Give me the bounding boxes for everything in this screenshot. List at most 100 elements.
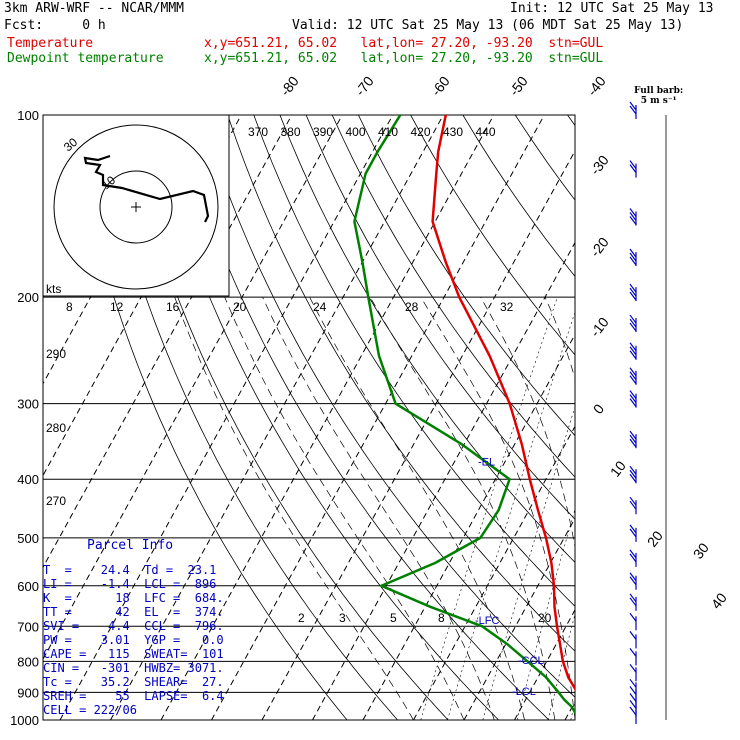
wind-barb [629, 496, 637, 506]
wind-barb [629, 248, 637, 258]
isotherm-label: -20 [587, 234, 612, 260]
moist-adiabat-line [480, 296, 575, 550]
dry-adiabat-line [279, 115, 575, 563]
isotherm-label: -70 [352, 73, 377, 99]
level-marker-lfc: -LFC [475, 615, 500, 627]
wind-barb [629, 371, 637, 381]
wind-barb [629, 390, 637, 400]
wind-barb [629, 212, 637, 221]
pressure-tick-label: 200 [17, 290, 39, 305]
dry-adiabat-line [331, 115, 575, 478]
wind-barb [629, 101, 637, 111]
wind-barb [629, 576, 637, 586]
wind-barb [629, 283, 637, 293]
isotherm-label: -60 [428, 73, 453, 99]
wind-barb [629, 699, 637, 709]
isotherm-line [43, 115, 242, 477]
wind-barb [629, 500, 637, 510]
mixing-ratio-label: 16 [166, 300, 180, 314]
wind-barb [629, 686, 637, 695]
theta-label: 290 [46, 347, 66, 361]
wind-barb [629, 252, 637, 262]
mixing-ratio-label: 2 [298, 611, 305, 625]
model-title: 3km ARW-WRF -- NCAR/MMM [4, 1, 185, 16]
mixing-ratio-line [628, 297, 730, 720]
pressure-tick-label: 400 [17, 472, 39, 487]
wind-barb [629, 597, 637, 607]
wind-barb [629, 164, 637, 173]
moist-adiabat-line [224, 296, 465, 720]
hodograph-ring [53, 124, 219, 290]
pressure-tick-label: 700 [17, 619, 39, 634]
mixing-ratio-line [604, 297, 710, 720]
dry-adiabat-line [567, 115, 575, 127]
dry-adiabat-line [253, 115, 575, 607]
isotherm-line [261, 149, 575, 720]
wind-barb [629, 663, 637, 673]
parcel-row: K = 18 LFC = 684. [43, 591, 224, 605]
temperature-station-info: x,y=651.21, 65.02 lat,lon= 27.20, -93.20… [204, 36, 604, 51]
isotherm-line [616, 115, 740, 720]
isotherm-line [43, 115, 192, 385]
parcel-row: PW = 3.01 YGP = 0.0 [43, 633, 224, 647]
pressure-tick-label: 900 [17, 685, 39, 700]
theta-e-label: 380 [281, 125, 301, 139]
level-marker-lcl: -LCL [512, 686, 536, 698]
isotherm-line [717, 115, 740, 720]
mixing-ratio-label: 24 [313, 300, 327, 314]
wind-barb [629, 346, 637, 356]
forecast-hour: Fcst: 0 h [4, 18, 106, 33]
mixing-ratio-label: 32 [500, 300, 514, 314]
dewpoint-profile [353, 115, 575, 715]
wind-barb [629, 314, 637, 324]
dry-adiabat-line [96, 115, 398, 720]
dry-adiabat-line [358, 115, 575, 437]
wind-barb [629, 473, 637, 483]
wind-barb [629, 322, 637, 332]
theta-e-label: 370 [248, 125, 268, 139]
wind-barb [629, 208, 637, 217]
moist-adiabat-line [605, 297, 635, 720]
parcel-row: LI = -1.4 LCL = 896 [43, 577, 217, 591]
level-marker-el: -EL [478, 457, 495, 469]
barb-legend: Full barb: 5 m s⁻¹ [634, 86, 683, 106]
mixing-ratio-label: 20 [233, 300, 247, 314]
dry-adiabat-line [122, 115, 449, 720]
isotherm-label: 30 [690, 540, 712, 562]
temperature-profile [431, 115, 575, 692]
mixing-ratio-line [482, 405, 575, 720]
theta-e-label: 430 [443, 125, 463, 139]
isotherm-label: 20 [644, 528, 666, 550]
parcel-info-title: Parcel Info [87, 538, 174, 553]
wind-barb [629, 430, 637, 440]
wind-barb [629, 572, 637, 582]
wind-barb [629, 528, 637, 538]
dry-adiabat-line [227, 115, 575, 652]
wind-barb [629, 398, 637, 408]
mixing-ratio-label: 8 [66, 300, 73, 314]
hodograph-units: kts [46, 282, 61, 296]
wind-barb [629, 469, 637, 479]
pressure-tick-label: 100 [17, 108, 39, 123]
wind-barb [629, 216, 637, 225]
isotherm-line [110, 115, 444, 720]
parcel-row: T = 24.4 Td = 23.1 [43, 563, 217, 577]
dry-adiabat-line [148, 115, 499, 720]
wind-barb [629, 438, 637, 448]
wind-barb [629, 291, 637, 301]
wind-barb [629, 693, 637, 702]
wind-barb [629, 631, 637, 640]
mixing-ratio-label: 3 [339, 611, 346, 625]
dewpoint-station-info: x,y=651.21, 65.02 lat,lon= 27.20, -93.20… [204, 51, 604, 66]
isotherm-label: -80 [277, 73, 302, 99]
isotherm-line [160, 115, 495, 720]
wind-barb [629, 549, 637, 559]
isotherm-line [564, 700, 575, 720]
parcel-row: SREH = 55 LAPSE= 6.4 [43, 689, 224, 703]
parcel-row: TT = 42 EL = 374. [43, 605, 224, 619]
wind-barb [629, 434, 637, 444]
wind-barb [629, 367, 637, 377]
theta-e-label: 390 [313, 125, 333, 139]
wind-barb [629, 287, 637, 297]
pressure-tick-label: 300 [17, 397, 39, 412]
